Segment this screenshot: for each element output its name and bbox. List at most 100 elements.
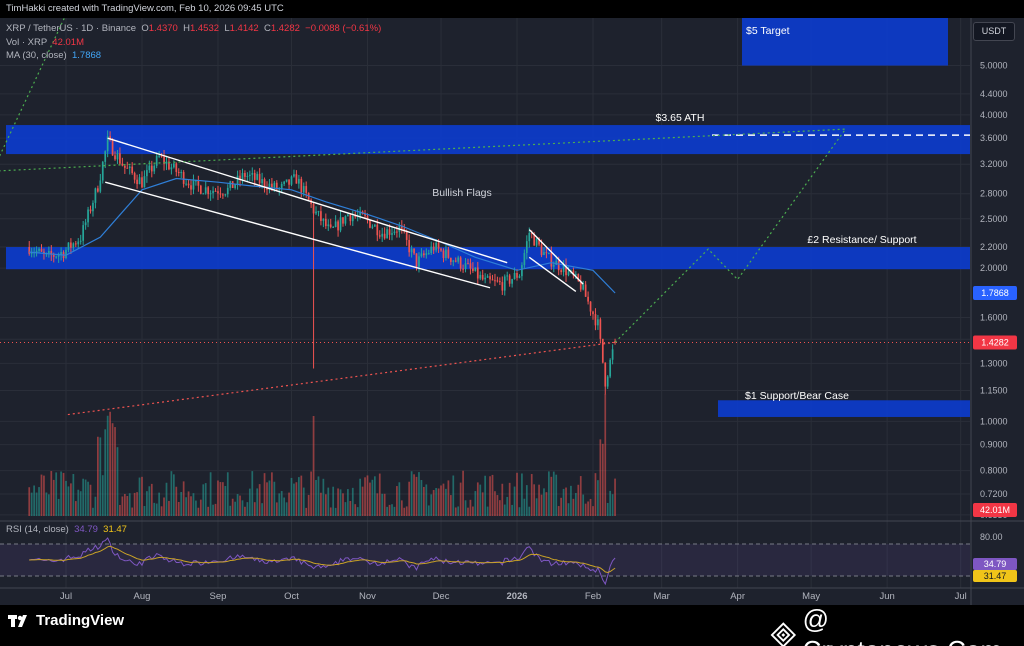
candle[interactable] xyxy=(528,232,531,242)
candle[interactable] xyxy=(97,188,99,192)
candle[interactable] xyxy=(219,193,222,195)
candle[interactable] xyxy=(202,193,205,195)
candle[interactable] xyxy=(168,161,170,170)
candle[interactable] xyxy=(418,256,420,267)
candle[interactable] xyxy=(52,254,55,257)
volume-legend[interactable]: Vol · XRP 42.01M xyxy=(6,37,84,48)
candle[interactable] xyxy=(241,173,244,180)
candle[interactable] xyxy=(442,250,445,259)
candle[interactable] xyxy=(72,243,75,248)
candle[interactable] xyxy=(435,242,437,251)
candle[interactable] xyxy=(447,249,450,258)
candle[interactable] xyxy=(373,224,376,227)
candle[interactable] xyxy=(376,224,379,236)
candle[interactable] xyxy=(329,224,332,228)
candle[interactable] xyxy=(285,179,288,182)
candle[interactable] xyxy=(231,181,234,189)
candle[interactable] xyxy=(513,272,516,280)
candle[interactable] xyxy=(204,187,207,194)
candle[interactable] xyxy=(38,248,40,251)
candle[interactable] xyxy=(572,270,575,276)
candle[interactable] xyxy=(579,280,582,290)
candle[interactable] xyxy=(481,274,484,280)
candle[interactable] xyxy=(498,281,501,283)
candle[interactable] xyxy=(342,217,344,224)
candle[interactable] xyxy=(545,252,548,254)
candle[interactable] xyxy=(165,161,168,164)
candle[interactable] xyxy=(371,226,374,228)
candle[interactable] xyxy=(324,218,327,227)
candle[interactable] xyxy=(476,267,479,279)
candle[interactable] xyxy=(464,263,467,270)
candle[interactable] xyxy=(425,253,428,256)
candle[interactable] xyxy=(209,193,212,195)
candle[interactable] xyxy=(298,178,300,184)
candle[interactable] xyxy=(226,187,229,195)
candle[interactable] xyxy=(295,174,298,184)
candle[interactable] xyxy=(143,176,146,188)
candle[interactable] xyxy=(366,215,369,221)
candle[interactable] xyxy=(405,231,408,240)
symbol-label[interactable]: XRP / TetherUS · 1D · Binance xyxy=(6,23,137,34)
tradingview-logo[interactable]: TradingView xyxy=(8,612,124,629)
candle[interactable] xyxy=(364,214,366,216)
candle[interactable] xyxy=(535,238,538,246)
candle[interactable] xyxy=(584,284,587,297)
ma-legend[interactable]: MA (30, close) 1.7868 xyxy=(6,50,101,61)
candle[interactable] xyxy=(258,173,261,184)
candle[interactable] xyxy=(290,176,293,185)
candle[interactable] xyxy=(359,211,361,216)
candle[interactable] xyxy=(47,251,50,254)
candle[interactable] xyxy=(315,211,317,214)
candle[interactable] xyxy=(109,136,111,140)
candle[interactable] xyxy=(454,260,457,262)
candle[interactable] xyxy=(472,268,474,271)
candle[interactable] xyxy=(423,253,425,256)
candle[interactable] xyxy=(312,204,315,214)
candle[interactable] xyxy=(214,190,217,192)
candle[interactable] xyxy=(503,276,506,291)
candle[interactable] xyxy=(597,319,599,326)
candle[interactable] xyxy=(263,179,266,188)
candle[interactable] xyxy=(589,301,592,312)
candle[interactable] xyxy=(158,155,161,157)
candle[interactable] xyxy=(508,275,511,284)
candle[interactable] xyxy=(344,216,347,224)
candle[interactable] xyxy=(457,257,460,262)
candle[interactable] xyxy=(268,183,271,190)
candle[interactable] xyxy=(89,209,92,212)
candle[interactable] xyxy=(302,186,305,193)
candle[interactable] xyxy=(128,166,131,168)
candle[interactable] xyxy=(40,248,43,252)
candle[interactable] xyxy=(177,171,180,174)
candle[interactable] xyxy=(77,241,80,245)
candle[interactable] xyxy=(79,240,82,242)
candle[interactable] xyxy=(101,161,104,181)
candle[interactable] xyxy=(138,177,141,185)
candle[interactable] xyxy=(354,216,357,218)
candle[interactable] xyxy=(408,239,411,253)
rsi-legend[interactable]: RSI (14, close) 34.79 31.47 xyxy=(6,524,127,535)
candle[interactable] xyxy=(84,222,87,226)
candle[interactable] xyxy=(170,167,173,170)
candle[interactable] xyxy=(601,338,604,363)
candle[interactable] xyxy=(521,265,523,277)
candle[interactable] xyxy=(369,220,371,228)
candle[interactable] xyxy=(182,172,185,184)
candle[interactable] xyxy=(148,165,151,171)
candle[interactable] xyxy=(518,276,521,278)
candle[interactable] xyxy=(65,249,67,259)
candle[interactable] xyxy=(163,156,165,164)
candle[interactable] xyxy=(172,163,175,168)
candle[interactable] xyxy=(381,233,384,237)
candle[interactable] xyxy=(239,175,241,180)
candle[interactable] xyxy=(560,270,562,273)
candle[interactable] xyxy=(251,172,254,175)
candle[interactable] xyxy=(50,251,53,255)
candle[interactable] xyxy=(386,229,388,239)
candle[interactable] xyxy=(496,280,499,282)
candle[interactable] xyxy=(131,166,134,174)
candle[interactable] xyxy=(43,251,45,254)
candle[interactable] xyxy=(339,217,342,231)
